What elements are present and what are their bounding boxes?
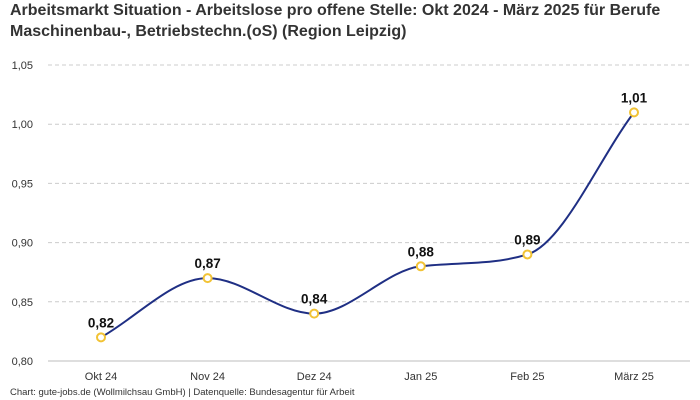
data-label: 0,87	[194, 256, 220, 271]
series-line-layer	[100, 111, 635, 339]
y-tick-label: 1,00	[12, 119, 33, 131]
data-point	[522, 249, 533, 260]
x-tick-label: Feb 25	[510, 371, 544, 383]
data-labels: 0,82 0,87 0,84 0,88 0,89 1,01	[88, 90, 648, 330]
data-point	[309, 308, 320, 319]
x-tick-label: Nov 24	[190, 371, 225, 383]
x-tick-label: März 25	[614, 371, 654, 383]
axes: 0,80 0,85 0,90 0,95 1,00 1,05 Okt 24 Nov 24 Dez …	[12, 60, 654, 383]
x-tick-label: Dez 24	[297, 371, 332, 383]
chart-source-note: Chart: gute-jobs.de (Wollmilchsau GmbH) …	[10, 387, 355, 398]
data-point	[415, 261, 426, 272]
data-points	[96, 107, 639, 343]
data-label: 0,82	[88, 315, 114, 330]
data-label: 0,89	[514, 232, 540, 247]
gridlines	[48, 64, 690, 362]
y-tick-label: 0,85	[12, 297, 33, 309]
x-tick-label: Jan 25	[404, 371, 437, 383]
x-tick-label: Okt 24	[85, 371, 117, 383]
data-point	[96, 332, 106, 343]
series-line	[100, 111, 635, 339]
y-tick-label: 0,95	[12, 178, 33, 190]
data-label: 0,84	[301, 292, 328, 307]
y-tick-label: 0,90	[12, 238, 33, 250]
data-label: 0,88	[408, 244, 435, 259]
data-point	[202, 273, 213, 284]
data-point	[629, 107, 639, 118]
y-tick-label: 1,05	[12, 60, 33, 72]
y-tick-label: 0,80	[12, 356, 33, 368]
chart-title: Arbeitsmarkt Situation - Arbeitslose pro…	[10, 2, 661, 40]
data-label: 1,01	[621, 90, 648, 105]
